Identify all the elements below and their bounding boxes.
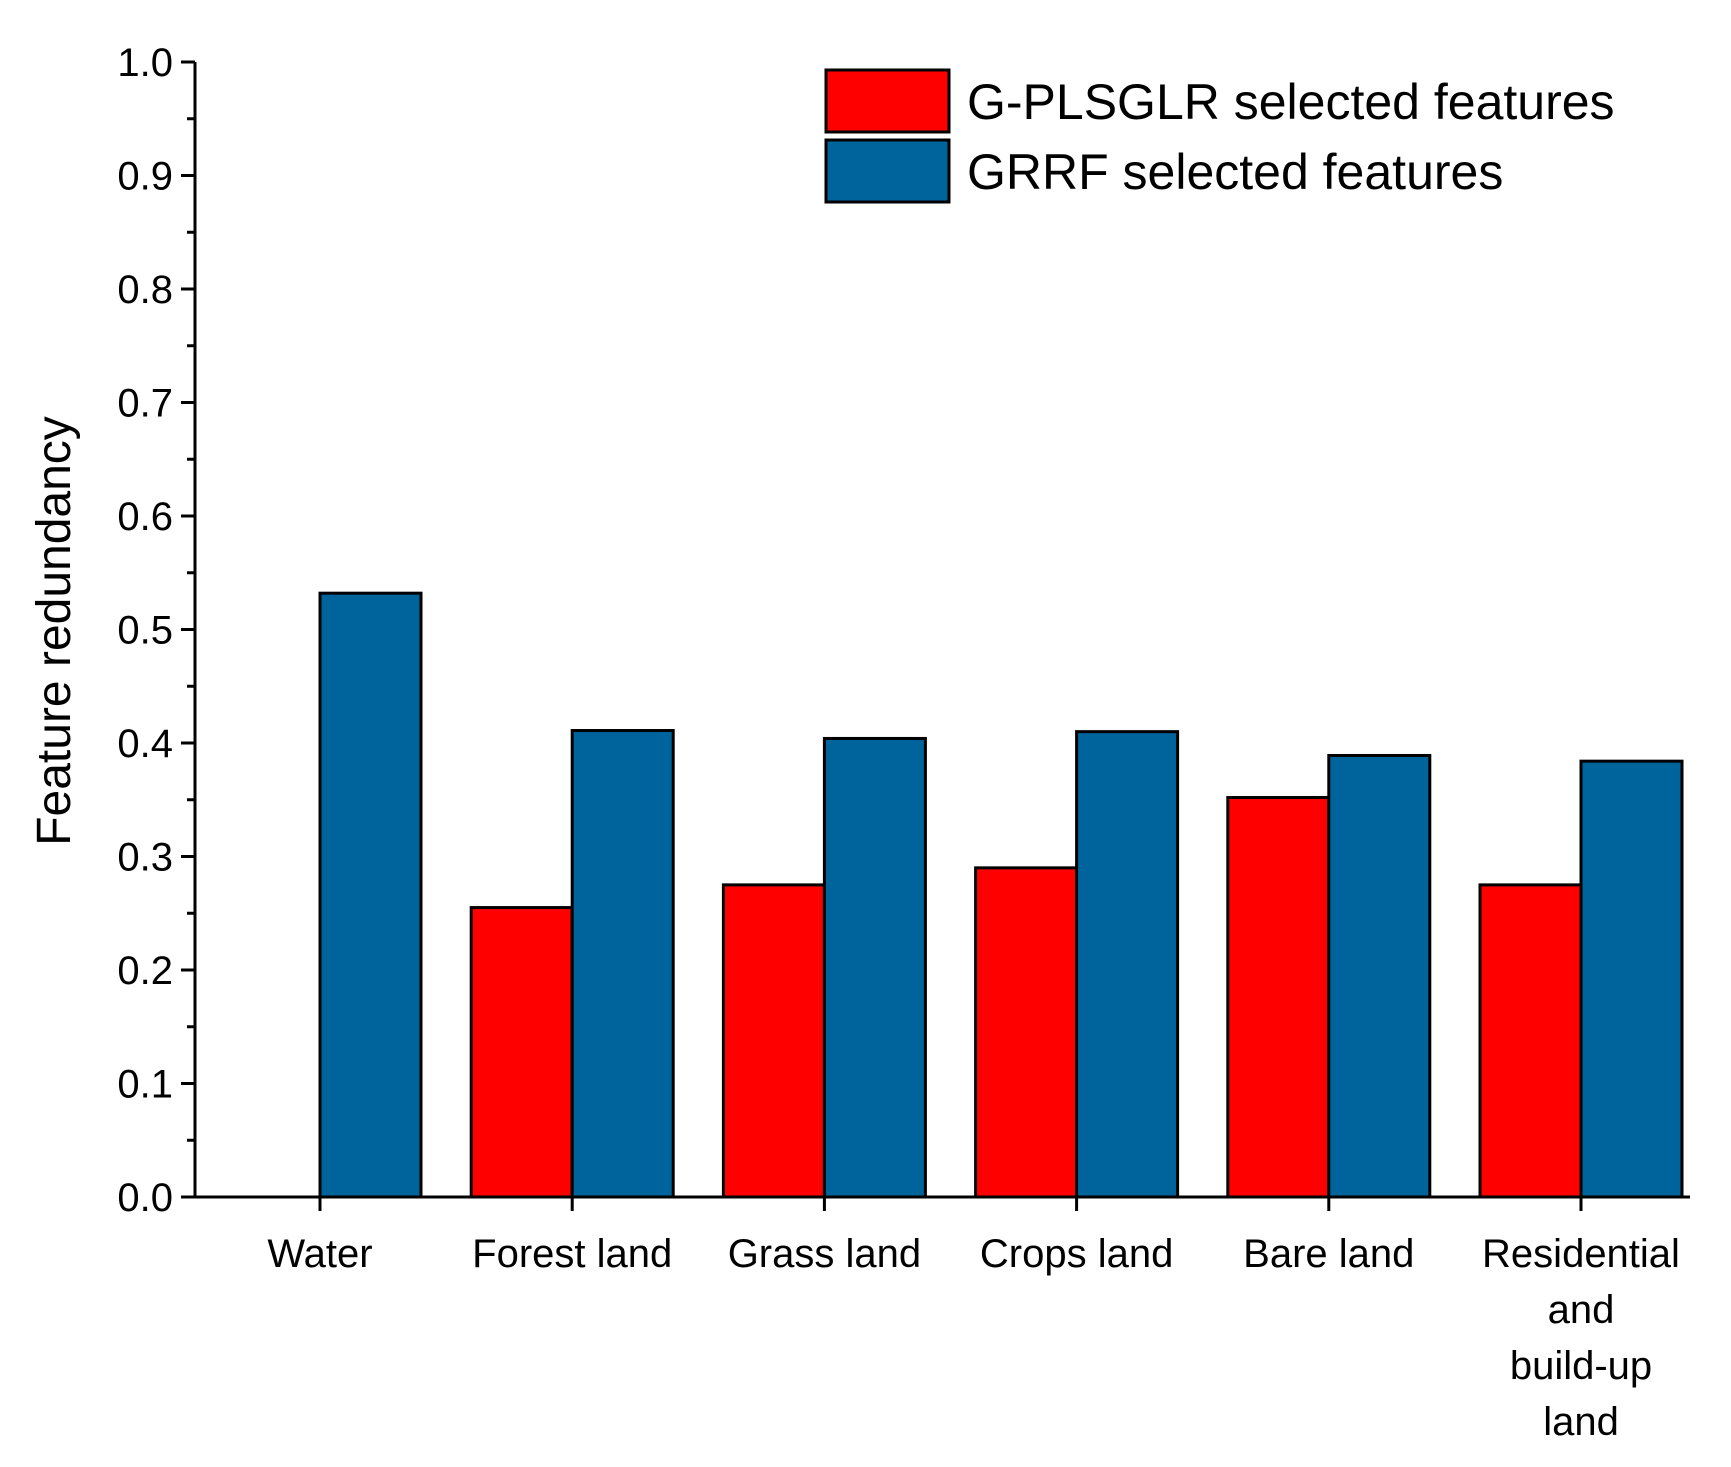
bar-gplsglr: [1478, 883, 1583, 1199]
y-tick-label: 0.3: [117, 836, 173, 880]
legend-swatch-gplsglr: [824, 68, 951, 134]
y-tick-label: 0.2: [117, 949, 173, 993]
bar-grrf: [318, 591, 423, 1199]
bar-grrf: [1579, 759, 1684, 1199]
legend-label: G-PLSGLR selected features: [967, 74, 1615, 130]
bar-grrf: [1327, 753, 1432, 1199]
x-tick-label: Crops land: [980, 1232, 1173, 1276]
bar-gplsglr: [974, 866, 1079, 1199]
bar-grrf: [1075, 730, 1180, 1199]
bars: [318, 591, 1684, 1199]
y-tick-label: 0.6: [117, 495, 173, 539]
y-tick-label: 0.5: [117, 609, 173, 653]
x-tick-label: Residential and build-up land: [1482, 1232, 1680, 1444]
legend-swatch-grrf: [824, 138, 951, 204]
bar-gplsglr: [469, 906, 574, 1199]
y-tick-label: 0.7: [117, 382, 173, 426]
y-tick-label: 0.8: [117, 268, 173, 312]
bar-grrf: [822, 736, 927, 1199]
x-tick-label: Grass land: [728, 1232, 921, 1276]
y-tick-label: 0.0: [117, 1176, 173, 1220]
bar-gplsglr: [721, 883, 826, 1199]
y-tick-label: 1.0: [117, 41, 173, 85]
x-tick-label: Forest land: [472, 1232, 672, 1276]
y-axis: 0.0 0.1 0.2 0.3 0.4 0.5 0.6 0.7 0.8 0.9 1.0: [117, 41, 197, 1220]
x-axis: Water Forest land Grass land Crops land Bare…: [195, 1195, 1690, 1444]
y-tick-label: 0.4: [117, 722, 173, 766]
y-tick-label: 0.9: [117, 155, 173, 199]
y-tick-label: 0.1: [117, 1063, 173, 1107]
legend: G-PLSGLR selected features GRRF selected …: [824, 68, 1615, 204]
legend-label: GRRF selected features: [967, 144, 1503, 200]
bar-gplsglr: [1226, 795, 1331, 1199]
x-tick-label: Water: [267, 1232, 372, 1276]
bar-grrf: [570, 729, 675, 1199]
y-axis-label: Feature redundancy: [28, 416, 81, 846]
x-tick-label: Bare land: [1243, 1232, 1414, 1276]
